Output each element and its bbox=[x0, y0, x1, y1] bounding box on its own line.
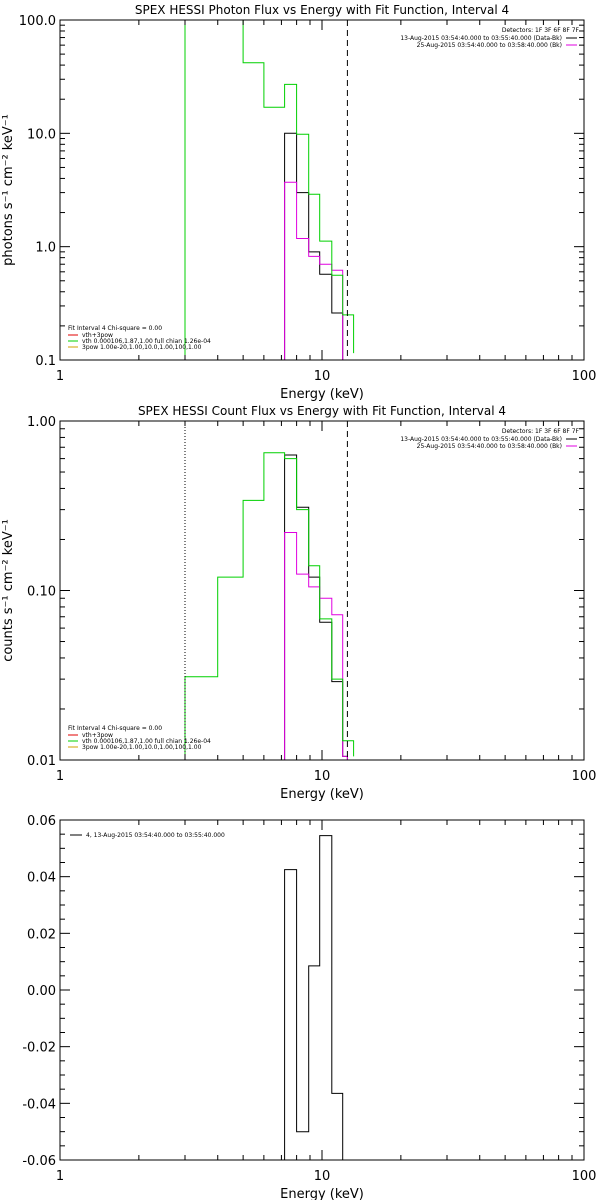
legend-entry: vth+3pow bbox=[82, 332, 113, 339]
chart-title: SPEX HESSI Count Flux vs Energy with Fit… bbox=[138, 404, 506, 418]
legend-entry: vth+3pow bbox=[82, 732, 113, 739]
y-tick-label: 0.1 bbox=[35, 354, 56, 369]
y-tick-label: 10.0 bbox=[27, 127, 56, 142]
y-tick-label: -0.06 bbox=[22, 1154, 56, 1169]
y-tick-label: 0.00 bbox=[27, 984, 56, 999]
y-tick-label: -0.02 bbox=[22, 1041, 56, 1056]
chart-panel-2: SPEX HESSI Count Flux vs Energy with Fit… bbox=[1, 404, 596, 802]
x-tick-label: 1 bbox=[56, 1169, 64, 1184]
x-tick-label: 1 bbox=[56, 369, 64, 384]
x-tick-label: 100 bbox=[572, 769, 597, 784]
date-range-text: 25-Aug-2015 03:54:40.000 to 03:58:40.000… bbox=[417, 42, 562, 49]
x-tick-label: 1 bbox=[56, 769, 64, 784]
plot-frame bbox=[59, 819, 585, 1161]
x-axis-label: Energy (keV) bbox=[280, 787, 364, 802]
legend-entry: 4, 13-Aug-2015 03:54:40.000 to 03:55:40.… bbox=[86, 832, 225, 839]
fit-info-text: Fit Interval 4 Chi-square = 0.00 bbox=[68, 325, 162, 332]
series-2-line bbox=[284, 181, 348, 360]
x-axis-label: Energy (keV) bbox=[280, 387, 364, 402]
data-layer bbox=[184, 20, 355, 360]
y-tick-label: 100.0 bbox=[19, 14, 56, 29]
y-tick-label: 0.06 bbox=[27, 814, 56, 829]
y-tick-label: 0.02 bbox=[27, 927, 56, 942]
date-range-text: 13-Aug-2015 03:54:40.000 to 03:55:40.000… bbox=[400, 436, 562, 443]
legend-entry: 3pow 1.00e-20,1.00,10.0,1.00,100,1.00 bbox=[82, 744, 202, 751]
series-1-line bbox=[284, 132, 348, 360]
x-tick-label: 10 bbox=[314, 1169, 331, 1184]
y-tick-label: 0.04 bbox=[27, 871, 56, 886]
y-axis-label: counts s⁻¹ cm⁻² keV⁻¹ bbox=[1, 519, 16, 662]
y-tick-label: 1.0 bbox=[35, 241, 56, 256]
chart-panel-1: SPEX HESSI Photon Flux vs Energy with Fi… bbox=[1, 3, 596, 402]
data-layer bbox=[184, 452, 355, 760]
date-range-text: 13-Aug-2015 03:54:40.000 to 03:55:40.000… bbox=[400, 35, 562, 42]
legend-entry: vth 0.000106,1.87,1.00 full chian 1.26e-… bbox=[82, 338, 211, 345]
series-1-line bbox=[284, 835, 344, 1160]
plot-frame bbox=[59, 420, 585, 761]
y-tick-label: -0.04 bbox=[22, 1097, 56, 1112]
chart-title: SPEX HESSI Photon Flux vs Energy with Fi… bbox=[135, 3, 509, 17]
y-tick-label: 0.10 bbox=[27, 585, 56, 600]
series-3-line bbox=[184, 20, 355, 360]
x-tick-label: 10 bbox=[314, 769, 331, 784]
plot-frame bbox=[59, 19, 585, 361]
y-tick-label: 1.00 bbox=[27, 415, 56, 430]
fit-info-text: Fit Interval 4 Chi-square = 0.00 bbox=[68, 725, 162, 732]
x-axis-label: Energy (keV) bbox=[280, 1187, 364, 1200]
legend-entry: 3pow 1.00e-20,1.00,10.0,1.00,100,1.00 bbox=[82, 344, 202, 351]
detectors-text: Detectors: 1F 3F 6F 8F 7F bbox=[502, 428, 580, 435]
chart-panel-3: 1 10 100 -0.06 -0.04 -0.02 0.00 0.02 0.04 0.06 Ene… bbox=[22, 814, 596, 1200]
series-1-line bbox=[284, 454, 348, 760]
y-axis-label: photons s⁻¹ cm⁻² keV⁻¹ bbox=[1, 114, 16, 266]
series-3-line bbox=[184, 452, 355, 760]
x-tick-label: 100 bbox=[572, 369, 597, 384]
legend-entry: vth 0.000106,1.87,1.00 full chian 1.26e-… bbox=[82, 738, 211, 745]
chart-panels: SPEX HESSI Photon Flux vs Energy with Fi… bbox=[1, 3, 596, 1200]
y-tick-label: 0.01 bbox=[27, 754, 56, 769]
series-2-line bbox=[284, 532, 348, 760]
x-tick-label: 100 bbox=[572, 1169, 597, 1184]
detectors-text: Detectors: 1F 3F 6F 8F 7F bbox=[502, 27, 580, 34]
data-layer bbox=[284, 835, 344, 1160]
date-range-text: 25-Aug-2015 03:54:40.000 to 03:58:40.000… bbox=[417, 443, 562, 450]
x-tick-label: 10 bbox=[314, 369, 331, 384]
